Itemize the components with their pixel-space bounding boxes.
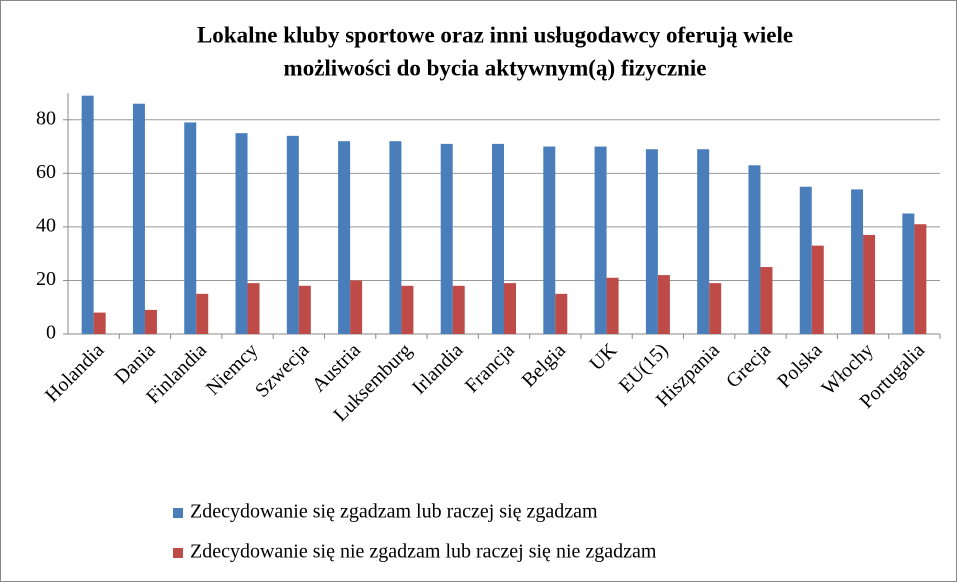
bar [863, 234, 876, 334]
legend-label: Zdecydowanie się zgadzam lub raczej się … [190, 501, 598, 523]
chart-title: możliwości do bycia aktywnym(ą) fizyczni… [284, 55, 707, 80]
bar [914, 224, 927, 334]
bar [196, 293, 209, 334]
y-tick-label: 0 [46, 322, 56, 344]
bar [555, 293, 568, 334]
bar [286, 135, 299, 334]
bar [748, 165, 761, 334]
bar [645, 149, 658, 334]
y-tick-label: 20 [36, 268, 56, 290]
y-tick-label: 80 [36, 107, 56, 129]
bar [811, 245, 824, 334]
bar [401, 285, 414, 334]
bar [492, 143, 504, 334]
bar [760, 267, 773, 334]
bar [697, 149, 710, 334]
bar [594, 146, 607, 334]
y-tick-label: 40 [36, 214, 56, 236]
bar [799, 186, 812, 334]
legend-swatch [173, 548, 183, 558]
bar [452, 285, 465, 334]
bar [93, 312, 106, 334]
bar [144, 309, 157, 334]
bar [247, 283, 260, 334]
bar [543, 146, 556, 334]
y-tick-label: 60 [36, 161, 56, 183]
bar [81, 95, 94, 334]
bar [235, 133, 248, 334]
bar [902, 213, 915, 334]
legend-label: Zdecydowanie się nie zgadzam lub raczej … [190, 541, 657, 563]
bar [389, 141, 402, 334]
bar [184, 122, 197, 334]
legend-swatch [173, 508, 183, 518]
bar [338, 141, 351, 334]
chart-title: Lokalne kluby sportowe oraz inni usługod… [197, 22, 793, 47]
bar [504, 283, 516, 334]
bar [657, 275, 670, 334]
bar [132, 103, 145, 334]
bar [298, 285, 311, 334]
bar [851, 189, 864, 334]
bar [709, 283, 722, 334]
bar [440, 143, 453, 334]
bar [350, 280, 363, 334]
bar [606, 277, 619, 334]
